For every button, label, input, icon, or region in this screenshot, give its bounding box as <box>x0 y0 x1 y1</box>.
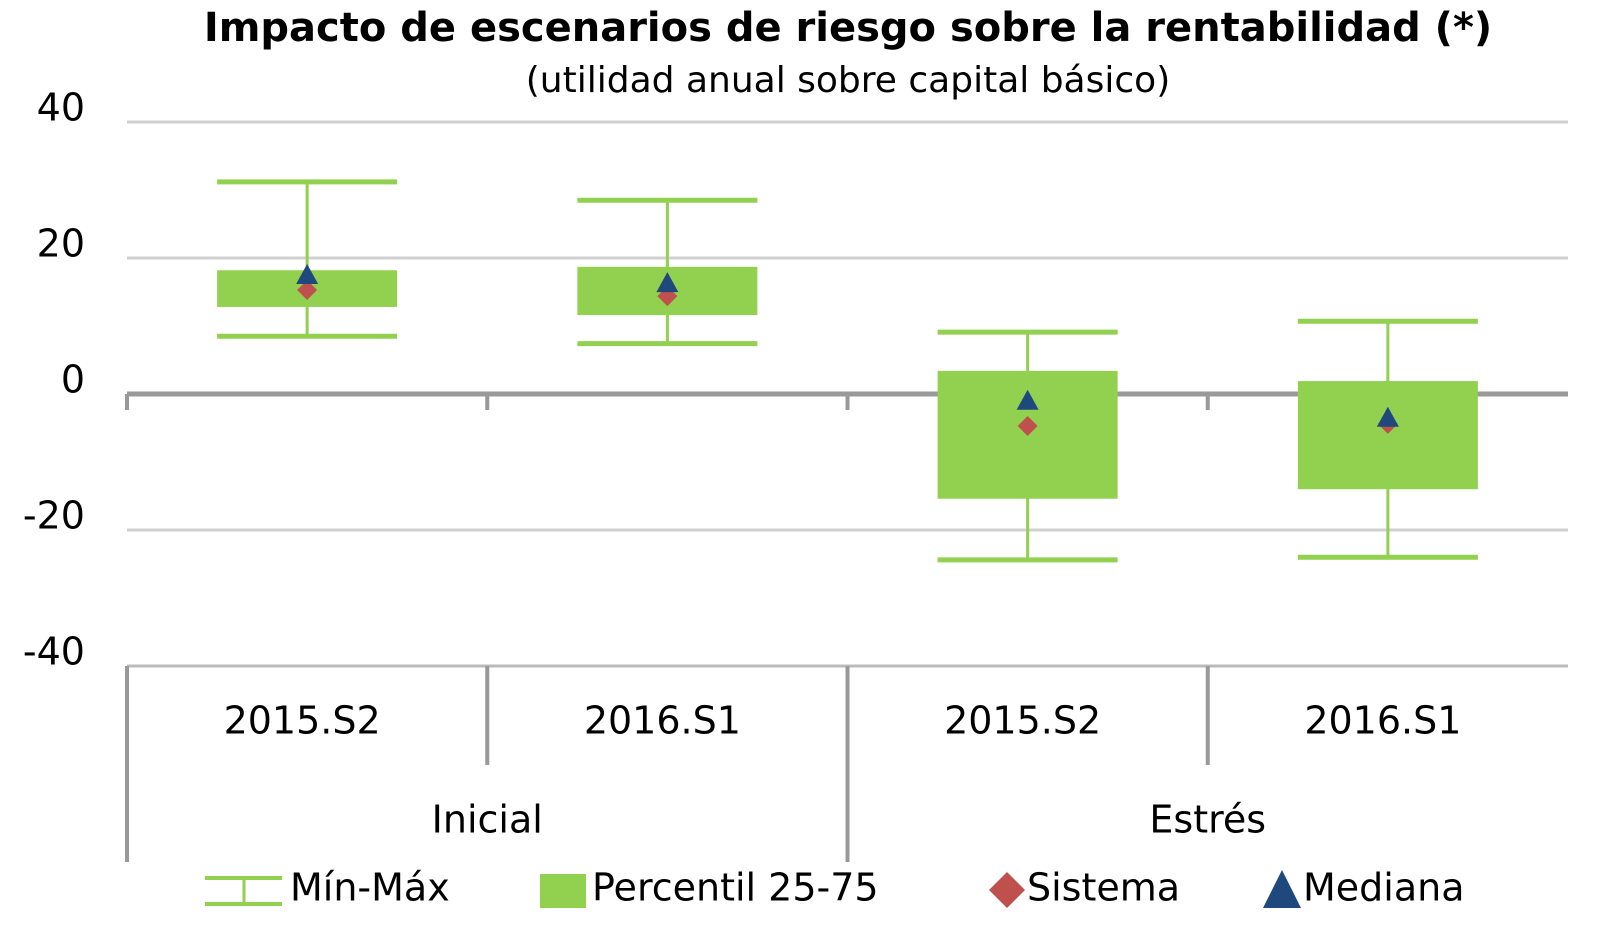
mediana-marker <box>1376 406 1399 427</box>
mediana-marker <box>656 272 679 293</box>
chart-title: Impacto de escenarios de riesgo sobre la… <box>204 5 1492 51</box>
mediana-marker <box>1016 389 1039 410</box>
x-tick-label: 2016.S1 <box>584 699 741 743</box>
y-tick-label: -20 <box>23 494 85 538</box>
y-tick-label: -40 <box>23 630 85 674</box>
legend-label: Mín-Máx <box>290 866 450 910</box>
mediana-marker <box>296 264 319 284</box>
legend-icon <box>540 874 586 908</box>
y-tick-label: 40 <box>37 86 85 130</box>
x-tick-label: 2016.S1 <box>1304 699 1461 743</box>
legend-icon <box>989 872 1025 908</box>
x-tick-label: 2015.S2 <box>224 699 381 743</box>
group-label: Inicial <box>432 798 543 842</box>
sistema-marker <box>1017 415 1038 436</box>
legend-label: Mediana <box>1303 866 1465 910</box>
legend-label: Percentil 25-75 <box>592 866 879 910</box>
group-label: Estrés <box>1149 798 1266 842</box>
y-tick-label: 20 <box>37 222 85 266</box>
legend-icon <box>1263 870 1301 908</box>
chart-subtitle: (utilidad anual sobre capital básico) <box>526 60 1170 101</box>
legend-label: Sistema <box>1027 866 1180 910</box>
y-tick-label: 0 <box>61 358 85 402</box>
sistema-marker <box>297 279 318 300</box>
box <box>1297 381 1478 490</box>
x-tick-label: 2015.S2 <box>944 699 1101 743</box>
